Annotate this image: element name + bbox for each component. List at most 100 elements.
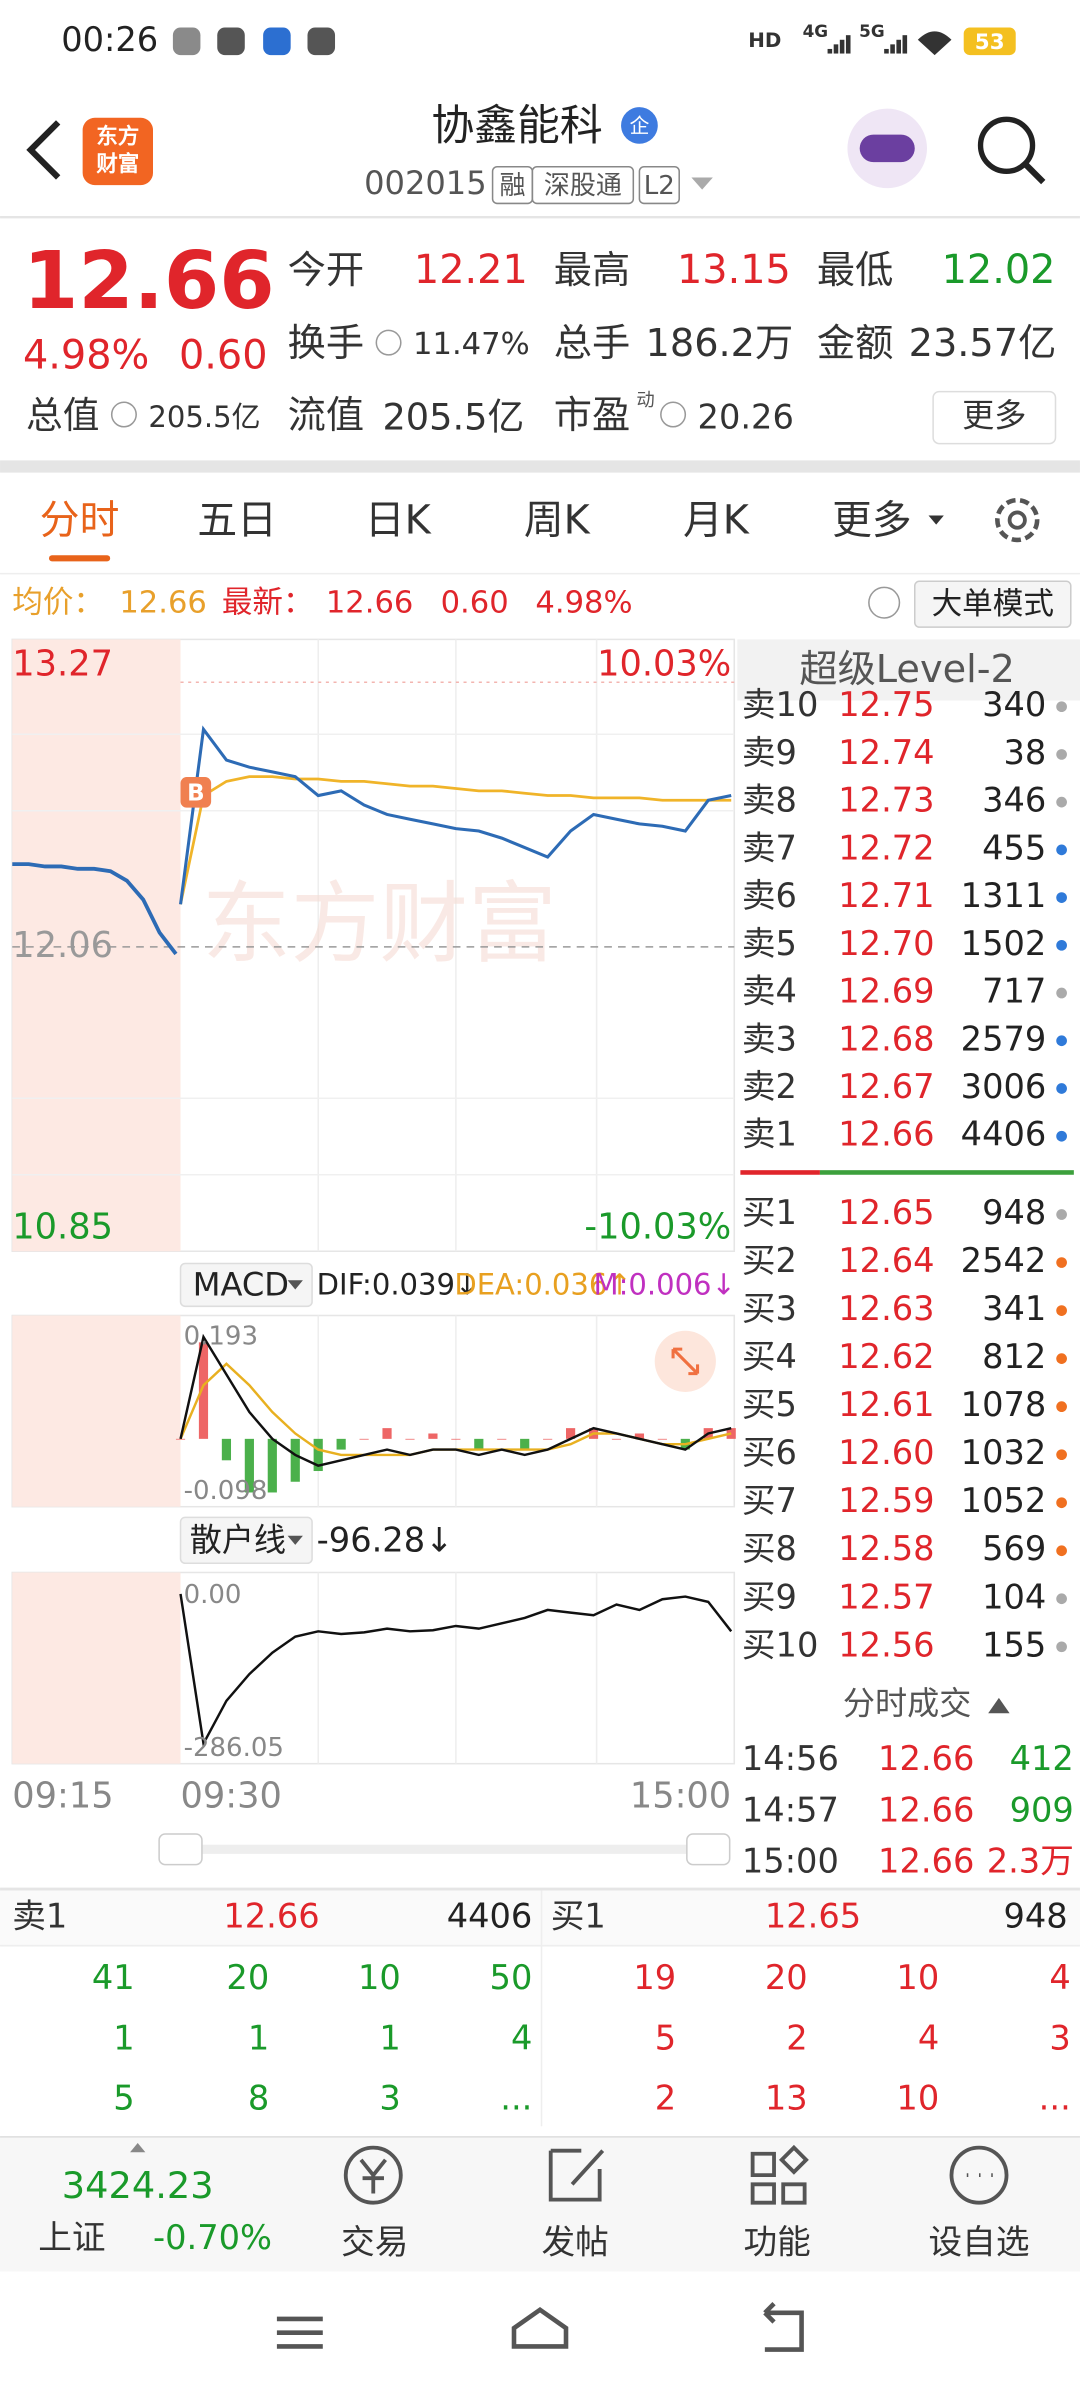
macd-m: M:0.006↓: [594, 1267, 736, 1301]
avg-label: 均价：: [12, 586, 104, 621]
pre-market-area: [12, 639, 181, 1252]
more-button-text[interactable]: 更多: [962, 397, 1026, 435]
queue-order: 5: [655, 2018, 676, 2057]
book-label: 卖6: [742, 876, 797, 915]
book-dot: [1056, 939, 1067, 951]
tab[interactable]: 分时: [40, 498, 120, 544]
big-order-text[interactable]: 大单模式: [932, 587, 1054, 622]
field-label: 市盈: [554, 394, 630, 438]
macd-name[interactable]: MACD: [193, 1265, 289, 1303]
field-label: 最高: [554, 249, 630, 293]
search-icon[interactable]: [977, 116, 1036, 174]
info-icon: [110, 401, 137, 428]
battery-level: 53: [975, 30, 1005, 55]
macd-bar: [336, 1438, 346, 1450]
nav-item[interactable]: 功能: [743, 2222, 810, 2261]
status-icon: [307, 27, 336, 56]
back-button[interactable]: [26, 120, 61, 180]
book-label: 卖8: [742, 781, 797, 820]
auction-line: [12, 862, 178, 956]
back-key[interactable]: [763, 2302, 804, 2352]
nav-item[interactable]: 交易: [341, 2222, 408, 2261]
field-value: 12.02: [942, 247, 1056, 293]
book-dot: [1056, 844, 1067, 856]
macd-bar: [474, 1438, 484, 1450]
y-top-label: 13.27: [12, 643, 113, 684]
book-volume: 2579: [961, 1019, 1047, 1058]
tab[interactable]: 更多: [832, 498, 912, 544]
tab[interactable]: 周K: [524, 498, 591, 544]
trade-price: 12.66: [878, 1739, 974, 1778]
book-label: 卖1: [742, 1115, 797, 1154]
y-bottom-label: 10.85: [12, 1206, 113, 1247]
tag: 融: [499, 171, 525, 201]
queue-order: 4: [511, 2018, 532, 2057]
book-price: 12.74: [838, 733, 934, 772]
trades-title: 分时成交: [843, 1685, 971, 1723]
trade-time: 15:00: [742, 1842, 839, 1881]
home-key[interactable]: [511, 2306, 569, 2349]
tab[interactable]: 五日: [197, 498, 277, 544]
macd-bar: [221, 1438, 232, 1461]
macd-bar: [175, 1438, 186, 1440]
book-volume: 812: [982, 1337, 1046, 1376]
queue-order: 1: [113, 2018, 134, 2057]
queue-order: 5: [113, 2079, 134, 2118]
last-price: 12.66: [23, 234, 275, 327]
book-dot: [1056, 796, 1067, 808]
book-label: 买1: [742, 1193, 797, 1232]
tab[interactable]: 日K: [365, 498, 432, 544]
help-icon: [868, 586, 901, 619]
queue-order: 41: [92, 1958, 135, 1997]
queue-header-bg: [0, 1890, 1080, 1946]
trade-time: 14:57: [742, 1790, 839, 1829]
tab-dropdown: [928, 515, 944, 525]
book-price: 12.69: [838, 972, 934, 1011]
index-arrow: [130, 2143, 146, 2153]
book-price: 12.72: [838, 828, 934, 867]
tab[interactable]: 月K: [683, 498, 750, 544]
tag: 深股通: [544, 171, 622, 201]
queue-order: 50: [490, 1958, 533, 1997]
book-volume: 340: [982, 685, 1046, 724]
nav-item[interactable]: 发帖: [542, 2222, 609, 2261]
x-label: 15:00: [630, 1775, 731, 1816]
nav-item[interactable]: 设自选: [929, 2222, 1030, 2261]
slider-handle: [158, 1833, 203, 1866]
book-volume: 1502: [961, 924, 1047, 963]
pre-market-area: [12, 1315, 181, 1507]
queue-order: 3: [1049, 2018, 1070, 2057]
nav-icon: [949, 2145, 1009, 2205]
queue-order: 1: [248, 2018, 269, 2057]
book-volume: 341: [982, 1289, 1046, 1328]
queue-order: 3: [379, 2079, 400, 2118]
queue-order: 4: [1049, 1958, 1070, 1997]
slider-track: [160, 1844, 730, 1854]
book-volume: 2542: [961, 1241, 1047, 1280]
book-label: 买7: [742, 1481, 797, 1520]
retail-name[interactable]: 散户线: [190, 1521, 286, 1559]
book-dot: [1056, 749, 1067, 760]
book-volume: 948: [982, 1193, 1046, 1232]
macd-bar: [611, 1438, 622, 1440]
field-value: 20.26: [698, 398, 794, 437]
logo-text: 东方: [96, 124, 139, 150]
last-change-pct: 4.98%: [535, 586, 632, 621]
macd-bar: [657, 1438, 667, 1440]
book-label: 买4: [742, 1337, 797, 1376]
book-label: 卖10: [742, 685, 818, 724]
retail-line: [179, 1593, 733, 1748]
y-mid-label: 12.06: [12, 925, 113, 966]
macd-bar: [566, 1428, 576, 1439]
field-value: 186.2万: [646, 322, 794, 366]
book-dot: [1056, 1035, 1067, 1047]
settings-icon[interactable]: [995, 497, 1040, 543]
book-price: 12.71: [838, 876, 934, 915]
book-price: 12.58: [838, 1529, 934, 1568]
field-value: 11.47%: [413, 327, 530, 362]
book-divider-green: [819, 1170, 1074, 1175]
nav-icon: [548, 2148, 605, 2202]
macd-bar: [405, 1438, 415, 1440]
macd-bar: [359, 1438, 369, 1440]
book-dot: [1056, 892, 1067, 903]
